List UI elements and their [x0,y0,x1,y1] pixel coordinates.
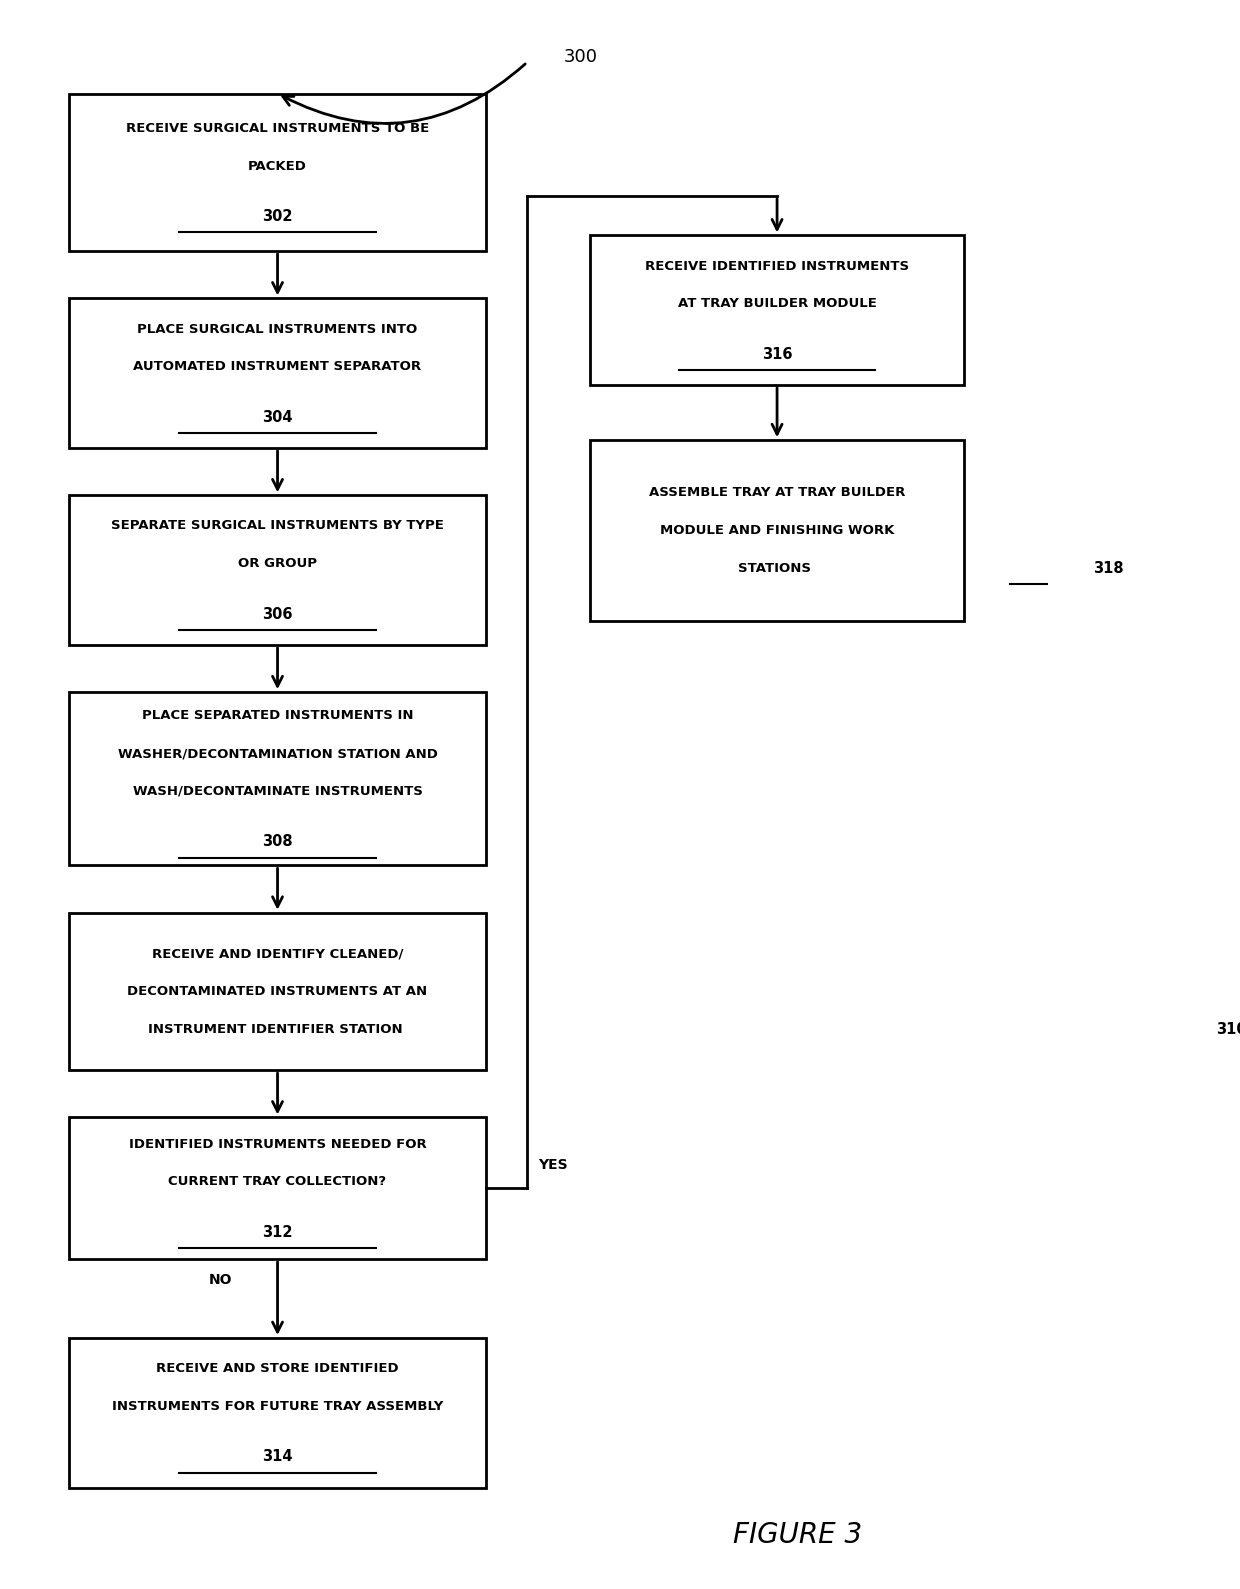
Bar [590,440,965,621]
Text: DECONTAMINATED INSTRUMENTS AT AN: DECONTAMINATED INSTRUMENTS AT AN [128,985,428,998]
Text: 304: 304 [263,410,293,424]
Text: YES: YES [538,1158,568,1171]
Text: INSTRUMENT IDENTIFIER STATION: INSTRUMENT IDENTIFIER STATION [148,1023,407,1036]
Text: OR GROUP: OR GROUP [238,558,317,570]
Text: PACKED: PACKED [248,159,308,173]
Text: PLACE SEPARATED INSTRUMENTS IN: PLACE SEPARATED INSTRUMENTS IN [141,709,413,723]
Text: WASH/DECONTAMINATE INSTRUMENTS: WASH/DECONTAMINATE INSTRUMENTS [133,785,423,798]
Text: 308: 308 [262,834,293,849]
Bar [69,693,486,866]
Bar [69,912,486,1069]
Text: RECEIVE IDENTIFIED INSTRUMENTS: RECEIVE IDENTIFIED INSTRUMENTS [645,259,909,273]
Text: AUTOMATED INSTRUMENT SEPARATOR: AUTOMATED INSTRUMENT SEPARATOR [134,361,422,373]
Text: 306: 306 [263,607,293,621]
Text: ASSEMBLE TRAY AT TRAY BUILDER: ASSEMBLE TRAY AT TRAY BUILDER [649,486,905,499]
Bar [69,496,486,645]
Text: 314: 314 [263,1449,293,1465]
Text: 316: 316 [761,346,792,362]
Text: WASHER/DECONTAMINATION STATION AND: WASHER/DECONTAMINATION STATION AND [118,747,438,760]
Text: 300: 300 [564,48,598,67]
Text: INSTRUMENTS FOR FUTURE TRAY ASSEMBLY: INSTRUMENTS FOR FUTURE TRAY ASSEMBLY [112,1400,443,1413]
Text: RECEIVE AND STORE IDENTIFIED: RECEIVE AND STORE IDENTIFIED [156,1362,399,1374]
Bar [69,1117,486,1258]
Text: 302: 302 [263,208,293,224]
Bar [69,1338,486,1487]
Text: SEPARATE SURGICAL INSTRUMENTS BY TYPE: SEPARATE SURGICAL INSTRUMENTS BY TYPE [112,520,444,532]
Text: 318: 318 [1094,561,1123,575]
Text: RECEIVE SURGICAL INSTRUMENTS TO BE: RECEIVE SURGICAL INSTRUMENTS TO BE [126,122,429,135]
Text: MODULE AND FINISHING WORK: MODULE AND FINISHING WORK [660,524,894,537]
Text: RECEIVE AND IDENTIFY CLEANED/: RECEIVE AND IDENTIFY CLEANED/ [151,947,403,960]
Text: 310: 310 [1216,1022,1240,1036]
Text: IDENTIFIED INSTRUMENTS NEEDED FOR: IDENTIFIED INSTRUMENTS NEEDED FOR [129,1138,427,1150]
Bar [69,299,486,448]
Text: AT TRAY BUILDER MODULE: AT TRAY BUILDER MODULE [677,297,877,310]
Text: PLACE SURGICAL INSTRUMENTS INTO: PLACE SURGICAL INSTRUMENTS INTO [138,323,418,335]
Text: CURRENT TRAY COLLECTION?: CURRENT TRAY COLLECTION? [169,1176,387,1189]
Text: NO: NO [208,1273,232,1287]
Text: STATIONS: STATIONS [738,563,816,575]
Bar [69,94,486,251]
Text: 312: 312 [263,1225,293,1239]
Bar [590,235,965,385]
Text: FIGURE 3: FIGURE 3 [733,1521,863,1549]
